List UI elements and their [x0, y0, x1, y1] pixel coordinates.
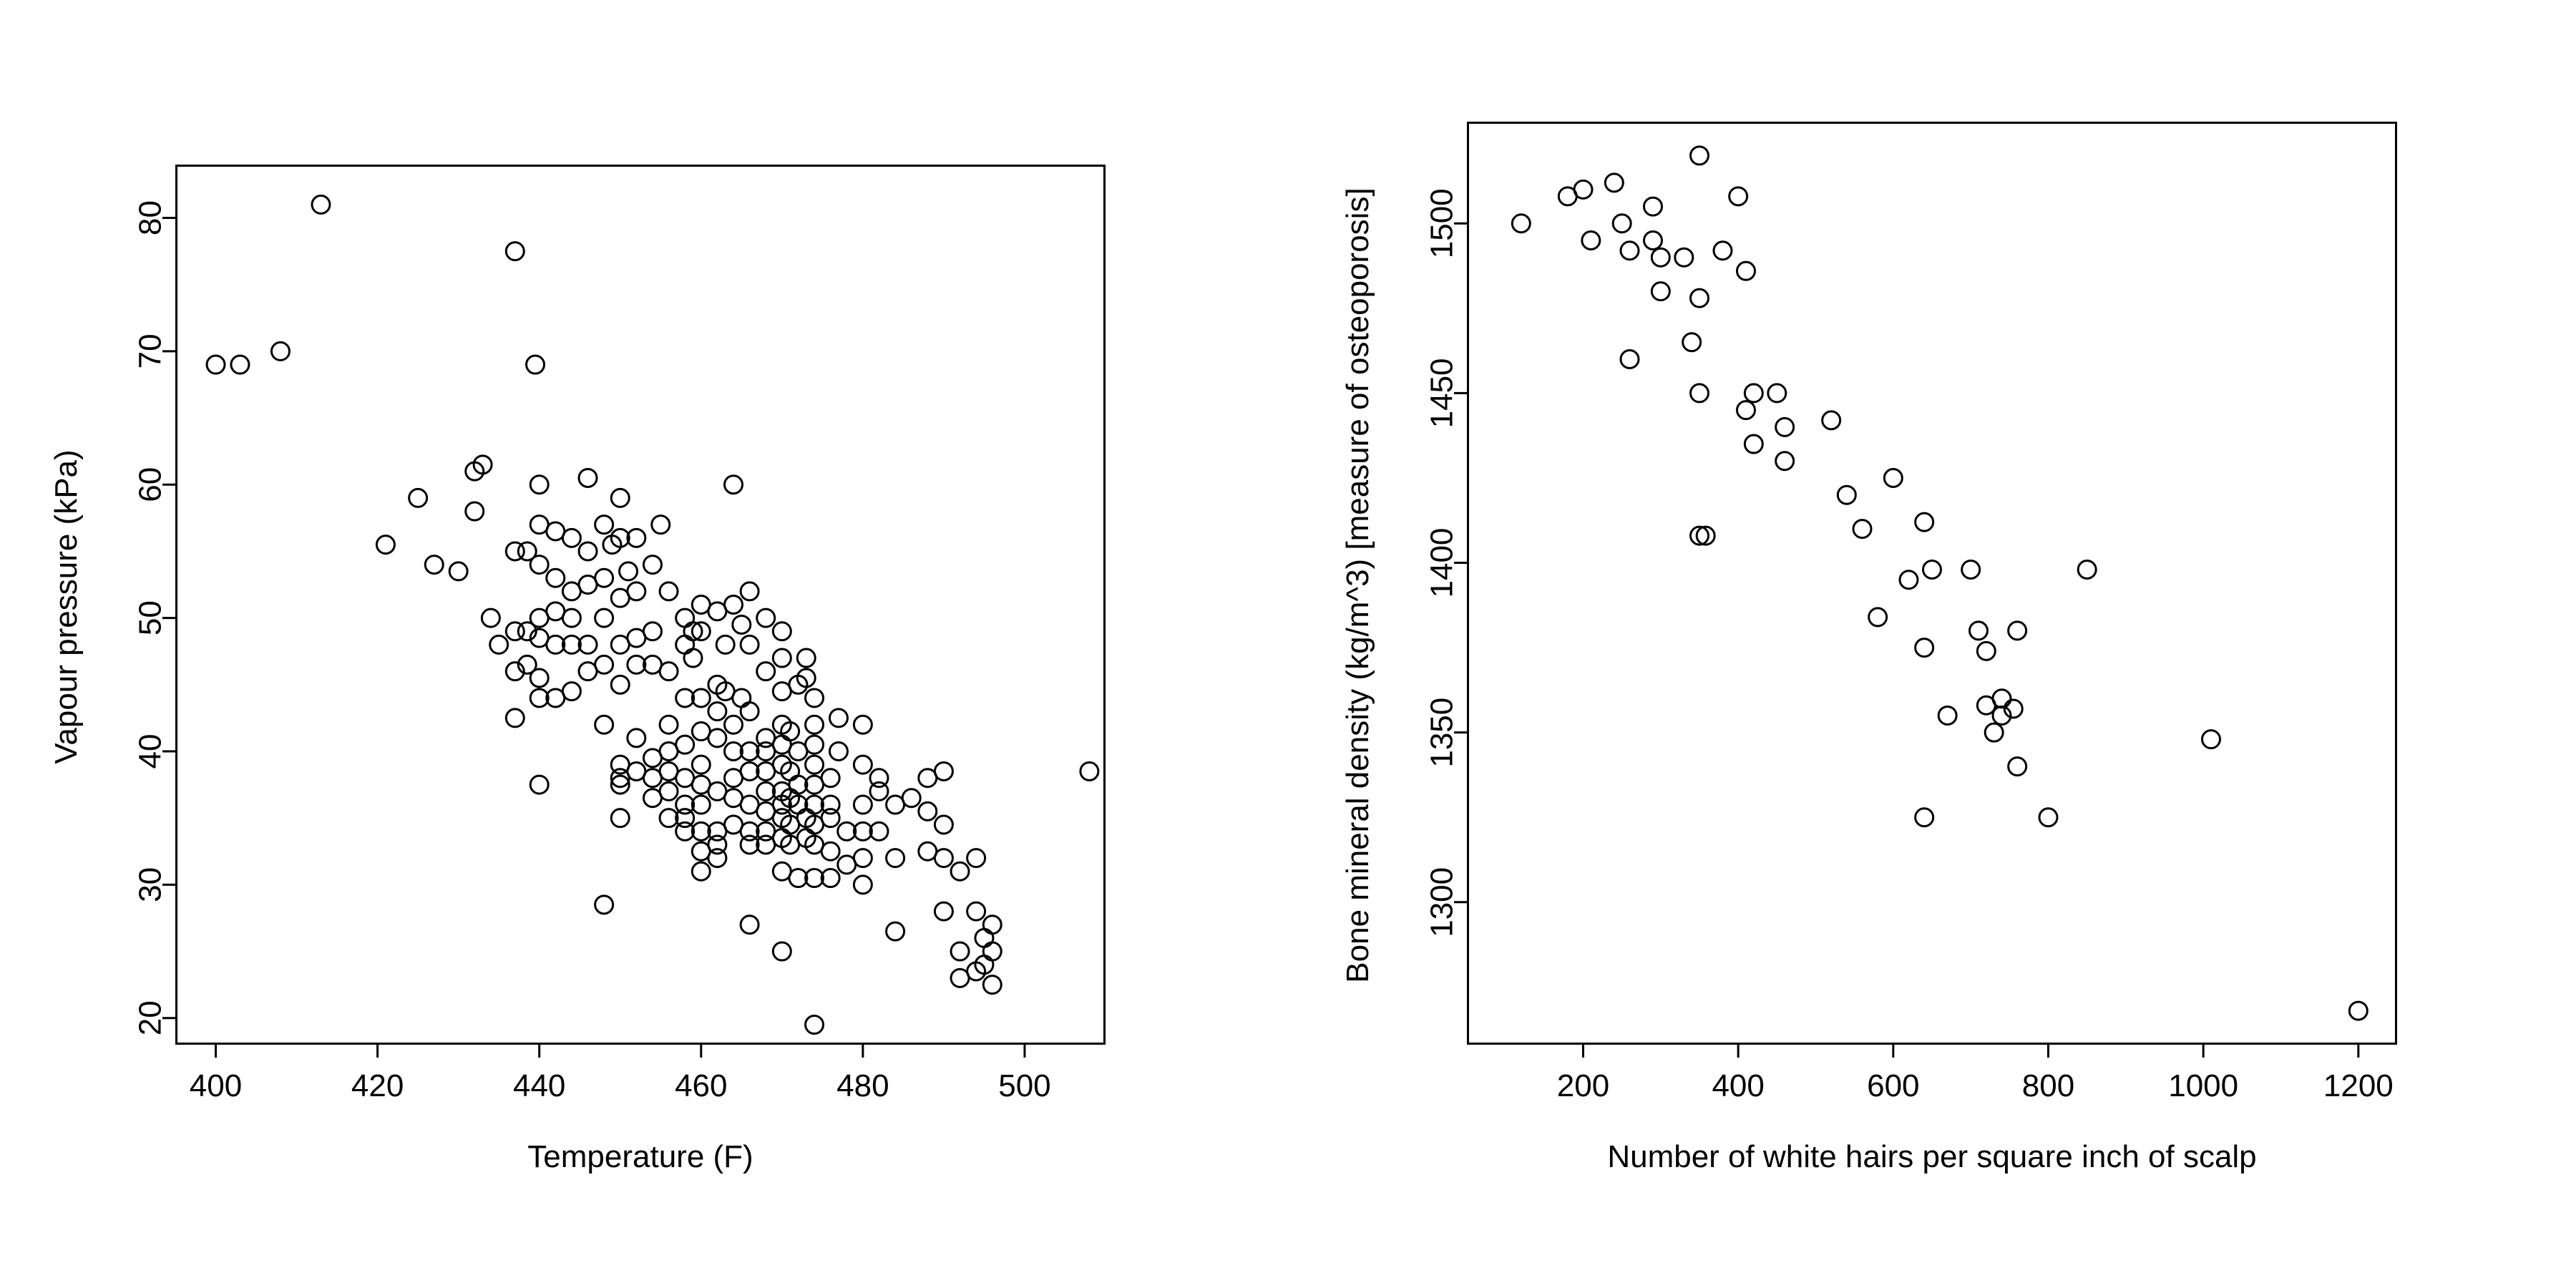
y-tick-label: 70: [133, 333, 168, 369]
x-tick-label: 500: [998, 1068, 1050, 1103]
y-tick-label: 20: [133, 1000, 168, 1035]
y-tick-label: 1350: [1425, 698, 1460, 768]
y-tick-label: 1400: [1425, 528, 1460, 598]
y-tick-label: 1450: [1425, 358, 1460, 428]
right-x-axis-label: Number of white hairs per square inch of…: [1467, 1139, 2397, 1175]
x-tick-label: 460: [675, 1068, 727, 1103]
right-y-axis-label: Bone mineral density (kg/m^3) [measure o…: [1340, 124, 1376, 1047]
x-tick-label: 1000: [2168, 1068, 2238, 1103]
x-tick-label: 420: [351, 1068, 404, 1103]
x-tick-label: 800: [2022, 1068, 2074, 1103]
x-tick-label: 200: [1557, 1068, 1609, 1103]
left-panel: 400 420 440 460 480 500 20 30 40 50 60 70 80 Tempera…: [0, 0, 1288, 1288]
y-tick-label: 30: [133, 867, 168, 902]
y-tick-label: 40: [133, 734, 168, 769]
right-axis-layer: 200 400 600 800 1000 1200 1300 1350 1400 1450 1500: [1288, 0, 2576, 1288]
x-tick-label: 400: [1712, 1068, 1764, 1103]
x-tick-label: 440: [513, 1068, 565, 1103]
left-axis-layer: 400 420 440 460 480 500 20 30 40 50 60 70 80: [0, 0, 1288, 1288]
left-x-axis-label: Temperature (F): [175, 1139, 1106, 1175]
x-tick-label: 600: [1867, 1068, 1919, 1103]
figure: 400 420 440 460 480 500 20 30 40 50 60 70 80 Tempera…: [0, 0, 2576, 1288]
left-y-axis-label: Vapour pressure (kPa): [49, 167, 84, 1047]
y-tick-label: 60: [133, 467, 168, 502]
right-panel: 200 400 600 800 1000 1200 1300 1350 1400 1450 1500…: [1288, 0, 2576, 1288]
y-tick-label: 80: [133, 200, 168, 235]
y-tick-label: 1500: [1425, 188, 1460, 258]
x-tick-label: 1200: [2323, 1068, 2394, 1103]
x-tick-label: 480: [836, 1068, 889, 1103]
y-tick-label: 1300: [1425, 867, 1460, 937]
x-tick-label: 400: [190, 1068, 242, 1103]
y-tick-label: 50: [133, 600, 168, 635]
